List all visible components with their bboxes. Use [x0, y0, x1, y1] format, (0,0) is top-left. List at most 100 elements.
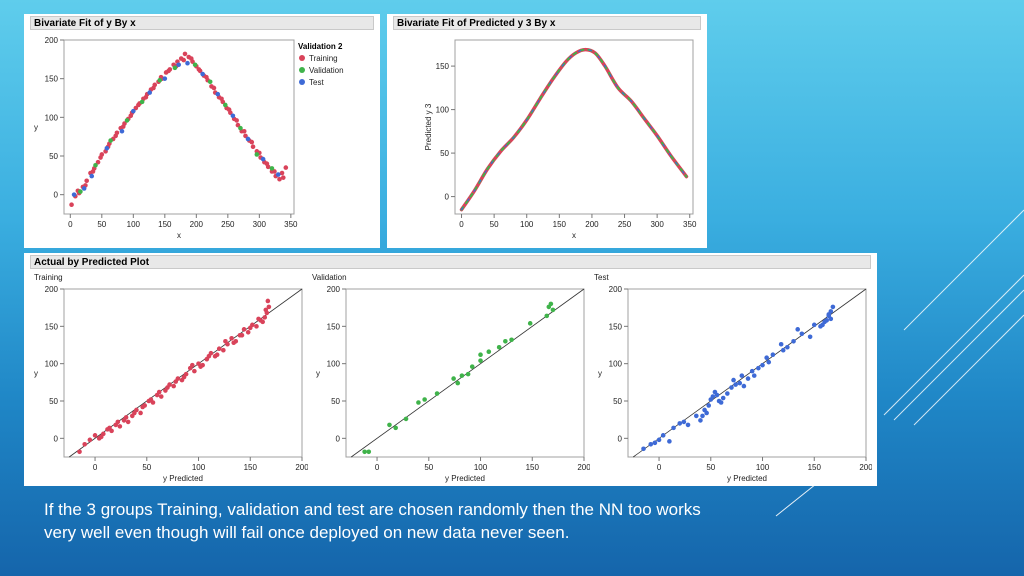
data-point: [764, 355, 769, 360]
legend-label: Validation: [309, 66, 344, 75]
data-point: [681, 419, 687, 425]
y-tick-label: 100: [609, 360, 623, 369]
data-point: [238, 125, 243, 131]
data-point: [527, 321, 533, 326]
data-point: [250, 144, 256, 150]
data-point: [652, 440, 658, 446]
x-tick-label: 50: [142, 463, 151, 472]
predicted-title: Bivariate Fit of Predicted y 3 By x: [393, 16, 701, 30]
data-point: [272, 169, 277, 174]
data-point: [478, 352, 483, 358]
bivariate-chart: 0 50 100 150 200 250 300 350 0 50 100 150 200 x y Valid…: [34, 36, 344, 240]
data-point: [656, 437, 662, 443]
data-point: [107, 425, 112, 431]
chart-title: Validation: [312, 273, 347, 282]
data-point: [128, 113, 134, 119]
avp-title: Actual by Predicted Plot: [30, 255, 871, 269]
legend-label: Test: [309, 78, 324, 87]
data-point: [136, 102, 141, 108]
plot-frame: [454, 39, 694, 215]
x-tick-label: 100: [127, 220, 141, 229]
data-point: [478, 358, 483, 363]
data-point: [223, 338, 228, 344]
data-point: [133, 105, 139, 111]
data-point: [190, 362, 195, 368]
data-point: [148, 397, 154, 402]
x-tick-label: 100: [474, 463, 488, 472]
data-point: [710, 394, 716, 399]
data-point: [509, 337, 514, 343]
data-point: [235, 122, 241, 128]
data-point: [200, 71, 205, 77]
data-point: [120, 124, 126, 129]
x-axis-label: x: [177, 231, 181, 240]
x-tick-label: 50: [97, 220, 106, 229]
x-tick-label: 250: [618, 220, 632, 229]
data-point: [104, 145, 110, 151]
y-tick-label: 200: [609, 285, 623, 294]
data-point: [660, 433, 666, 438]
data-point: [811, 322, 817, 328]
data-point: [90, 169, 96, 174]
data-point: [785, 344, 790, 350]
data-point: [241, 128, 247, 134]
data-point: [741, 383, 747, 389]
data-point: [830, 304, 836, 310]
data-point: [192, 62, 198, 68]
data-point: [780, 347, 786, 353]
data-point: [176, 62, 181, 68]
caption-line-2: very well even though will fail once dep…: [44, 523, 570, 542]
data-point: [254, 324, 259, 329]
data-point: [791, 338, 796, 344]
x-tick-label: 50: [706, 463, 715, 472]
data-point: [98, 434, 104, 440]
data-point: [77, 449, 82, 455]
x-tick-label: 250: [221, 220, 235, 229]
data-point: [387, 422, 392, 428]
data-point: [140, 404, 145, 410]
data-point: [455, 380, 461, 386]
data-point: [422, 397, 427, 402]
data-point: [256, 316, 261, 322]
decorative-slash: [775, 483, 817, 517]
data-point: [239, 332, 245, 338]
data-point: [139, 99, 145, 105]
data-point: [685, 422, 691, 428]
data-point: [698, 418, 703, 423]
x-tick-label: 200: [859, 463, 872, 472]
predicted-panel: Bivariate Fit of Predicted y 3 By x 0 50 1…: [387, 14, 707, 248]
data-point: [714, 392, 720, 398]
data-point: [131, 108, 136, 114]
data-point: [671, 425, 676, 431]
data-point: [247, 325, 253, 331]
bivariate-panel: Bivariate Fit of y By x 0 50 100 150 200 250 3…: [24, 14, 380, 248]
data-point: [124, 118, 130, 123]
data-point: [778, 341, 784, 347]
data-point: [89, 173, 95, 179]
data-point: [795, 327, 801, 332]
plot-frame: [627, 288, 867, 458]
caption: If the 3 groups Training, validation and…: [44, 498, 884, 544]
avp-test-chart: 0 50 100 150 200 0 50 100 150 200 y Predicted y Test: [594, 273, 872, 483]
data-point: [737, 380, 743, 386]
data-point: [362, 449, 367, 455]
data-point: [138, 410, 143, 416]
x-tick-label: 150: [808, 463, 822, 472]
data-point: [211, 85, 217, 91]
data-point: [207, 79, 213, 85]
data-point: [117, 424, 123, 429]
data-point: [667, 439, 672, 444]
data-point: [731, 377, 736, 383]
data-point: [95, 159, 101, 165]
data-point: [486, 349, 492, 355]
data-point: [260, 156, 266, 162]
data-point: [739, 373, 745, 378]
y-tick-label: 50: [613, 397, 622, 406]
data-point: [720, 395, 726, 401]
data-point: [265, 298, 271, 304]
y-tick-label: 200: [45, 36, 59, 45]
data-point: [156, 389, 162, 395]
caption-line-1: If the 3 groups Training, validation and…: [44, 500, 701, 519]
data-point: [113, 133, 118, 139]
data-point: [192, 368, 197, 374]
